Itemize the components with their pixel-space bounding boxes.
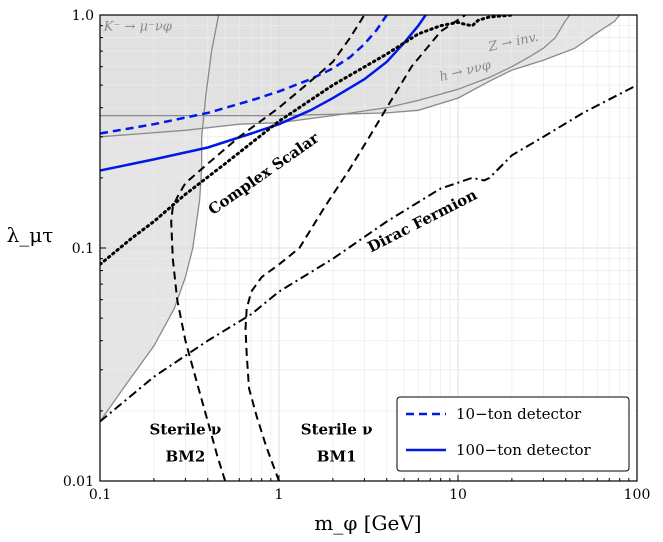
series-line-3 (100, 84, 637, 423)
excluded-region-boundary-kaon (100, 15, 220, 422)
y-tick-label: 0.01 (63, 474, 94, 490)
region-label-kaon: K⁻ → μ⁻νφ (103, 19, 173, 34)
curve-annotation-4: Sterile ν (301, 421, 373, 439)
excluded-regions (100, 15, 620, 422)
x-tick-label: 1 (275, 487, 284, 503)
y-tick-label: 0.1 (72, 241, 94, 257)
legend-label-100-ton: 100−ton detector (456, 441, 592, 459)
series-line-2 (100, 15, 514, 266)
series-line-4 (244, 15, 466, 481)
excluded-region-higgs (100, 15, 570, 137)
x-axis-label: m_φ [GeV] (314, 511, 421, 535)
series-line-5 (170, 15, 366, 481)
legend: 10−ton detector 100−ton detector (396, 396, 630, 472)
x-tick-label: 100 (624, 487, 651, 503)
legend-label-10-ton: 10−ton detector (456, 405, 582, 423)
series-group (100, 15, 637, 481)
curve-annotation-5: BM1 (317, 448, 357, 466)
x-tick-label: 10 (449, 487, 467, 503)
y-tick-label: 1.0 (72, 8, 94, 24)
curve-annotation-2: Sterile ν (150, 421, 222, 439)
excluded-region-boundary-higgs (100, 15, 571, 138)
excluded-region-boundary-z-invisible (100, 15, 621, 117)
excluded-region-boundaries (100, 15, 621, 422)
series-line-0 (100, 15, 388, 135)
legend-box (396, 396, 630, 472)
y-axis-label: λ_μτ (7, 223, 54, 247)
curve-annotation-3: BM2 (166, 448, 206, 466)
x-tick-label: 0.1 (89, 487, 111, 503)
